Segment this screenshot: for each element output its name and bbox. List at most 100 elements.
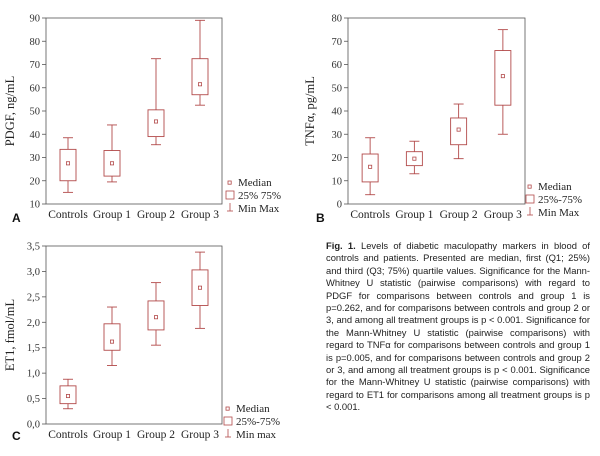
y-tick-label: 0 <box>337 200 342 211</box>
box-3 <box>147 282 165 346</box>
median-marker <box>66 161 71 166</box>
box-2 <box>103 124 121 183</box>
legend-box-label: 25%-75% <box>236 416 280 428</box>
x-category-label: Controls <box>350 209 390 221</box>
plot-frame <box>45 245 223 425</box>
y-tick-label: 10 <box>30 200 41 211</box>
y-tick-label: 70 <box>30 60 41 71</box>
panel-b-chart: 0 10 20 30 40 50 60 70 80 TNFα, pg/mL Controls Grou… <box>303 14 582 226</box>
median-marker <box>456 127 461 132</box>
y-tick-label: 60 <box>30 83 41 94</box>
iqr-box <box>361 153 379 183</box>
box-2 <box>103 306 121 366</box>
y-tick-label: 2,0 <box>27 318 40 329</box>
legend-box-marker <box>223 416 233 426</box>
x-category-label: Controls <box>48 429 88 441</box>
legend-box-marker <box>225 190 235 200</box>
median-marker <box>66 394 71 399</box>
y-tick-label: 80 <box>332 14 343 25</box>
box-4 <box>494 29 512 135</box>
box-3 <box>147 58 165 146</box>
box-4 <box>191 251 209 329</box>
x-category-label: Controls <box>48 209 88 221</box>
legend-box-label: 25% 75% <box>238 190 281 202</box>
y-tick-label: 70 <box>332 37 343 48</box>
y-tick-label: 30 <box>332 130 343 141</box>
y-tick-label: 40 <box>30 130 41 141</box>
y-tick-label: 80 <box>30 37 41 48</box>
figure-caption: Fig. 1. Levels of diabetic maculopathy m… <box>326 240 590 414</box>
box-1 <box>59 378 77 410</box>
median-marker <box>153 119 158 124</box>
legend-median-marker <box>527 184 532 189</box>
y-tick-label: 20 <box>332 153 343 164</box>
legend-median-label: Median <box>238 177 272 189</box>
iqr-box <box>191 269 209 306</box>
iqr-box <box>191 58 209 96</box>
legend-median-label: Median <box>538 181 572 193</box>
median-marker <box>412 156 417 161</box>
median-marker <box>197 82 202 87</box>
y-tick-label: 10 <box>332 176 343 187</box>
y-tick-label: 20 <box>30 176 41 187</box>
y-tick-label: 0,0 <box>27 420 40 431</box>
y-tick-label: 60 <box>332 60 343 71</box>
y-tick-label: 0,5 <box>27 394 40 405</box>
y-tick-label: 30 <box>30 153 41 164</box>
panel-a-chart: 10 20 30 40 50 60 70 80 90 PDGF, ng/mL Controls Gro… <box>3 14 281 226</box>
y-tick-label: 50 <box>332 83 343 94</box>
box-1 <box>59 137 77 193</box>
panel-label: A <box>12 211 21 225</box>
x-category-label: Group 1 <box>93 429 131 441</box>
x-category-label: Group 1 <box>93 209 131 221</box>
median-marker <box>110 161 115 166</box>
median-marker <box>500 74 505 79</box>
legend-box-marker <box>525 194 535 204</box>
legend-minmax-label: Min Max <box>538 207 580 219</box>
y-axis-title: ET1, fmol/mL <box>3 299 17 371</box>
y-tick-label: 3,5 <box>27 242 40 253</box>
x-category-label: Group 2 <box>440 209 478 221</box>
y-axis-title: TNFα, pg/mL <box>303 76 317 146</box>
y-tick-label: 3,0 <box>27 267 40 278</box>
median-marker <box>197 285 202 290</box>
y-tick-label: 1,0 <box>27 369 40 380</box>
iqr-box <box>103 323 121 351</box>
box-2 <box>405 140 423 175</box>
legend-median-marker <box>227 180 232 185</box>
y-tick-label: 1,5 <box>27 343 40 354</box>
median-marker <box>110 339 115 344</box>
x-category-label: Group 3 <box>484 209 522 221</box>
y-axis-title: PDGF, ng/mL <box>3 76 17 147</box>
y-tick-label: 90 <box>30 14 41 25</box>
y-tick-label: 2,5 <box>27 292 40 303</box>
iqr-box <box>103 150 121 177</box>
x-category-label: Group 1 <box>395 209 433 221</box>
legend-minmax-label: Min Max <box>238 203 280 215</box>
legend-box-label: 25%-75% <box>538 194 582 206</box>
x-category-label: Group 3 <box>181 429 219 441</box>
box-1 <box>361 137 379 196</box>
median-marker <box>153 315 158 320</box>
x-category-label: Group 3 <box>181 209 219 221</box>
legend-median-marker <box>225 406 230 411</box>
box-4 <box>191 19 209 106</box>
y-tick-label: 40 <box>332 107 343 118</box>
median-marker <box>368 164 373 169</box>
x-category-label: Group 2 <box>137 429 175 441</box>
panel-label: C <box>12 429 21 443</box>
caption-text: Levels of diabetic maculopathy markers i… <box>326 240 590 413</box>
box-3 <box>450 103 468 160</box>
y-tick-label: 50 <box>30 107 41 118</box>
panel-c-chart: 0,0 0,5 1,0 1,5 2,0 2,5 3,0 3,5 ET1, fmol/mL Cont… <box>3 242 280 444</box>
caption-label: Fig. 1. <box>326 240 356 251</box>
legend-minmax-label: Min max <box>236 429 277 441</box>
legend-median-label: Median <box>236 403 270 415</box>
panel-label: B <box>316 211 325 225</box>
x-category-label: Group 2 <box>137 209 175 221</box>
iqr-box <box>405 151 423 167</box>
